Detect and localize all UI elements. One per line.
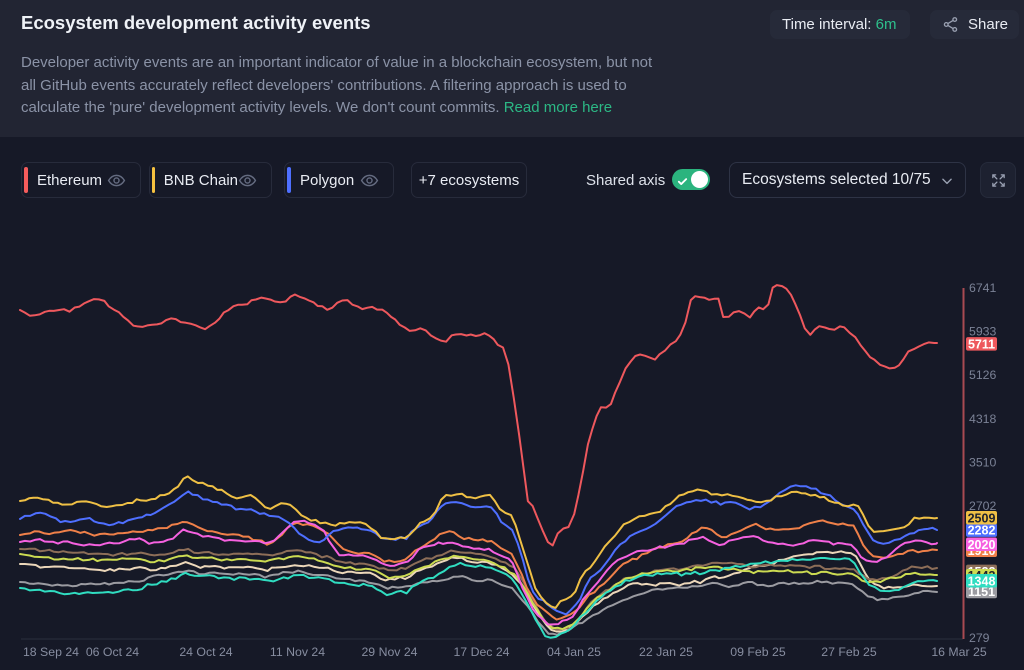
svg-text:279: 279 [969,631,990,645]
svg-text:17 Dec 24: 17 Dec 24 [453,645,509,659]
svg-text:22 Jan 25: 22 Jan 25 [639,645,693,659]
svg-text:1151: 1151 [968,585,995,599]
svg-text:2282: 2282 [968,524,996,538]
svg-text:5126: 5126 [969,368,997,382]
svg-text:27 Feb 25: 27 Feb 25 [821,645,877,659]
svg-text:29 Nov 24: 29 Nov 24 [361,645,417,659]
svg-text:04 Jan 25: 04 Jan 25 [547,645,601,659]
svg-text:4318: 4318 [969,412,997,426]
svg-text:16 Mar 25: 16 Mar 25 [931,645,987,659]
svg-text:6741: 6741 [969,281,997,295]
svg-text:06 Oct 24: 06 Oct 24 [86,645,139,659]
svg-text:18 Sep 24: 18 Sep 24 [23,645,79,659]
svg-text:5933: 5933 [969,325,997,339]
svg-text:2020: 2020 [968,538,996,552]
svg-text:2509: 2509 [968,511,996,525]
svg-text:24 Oct 24: 24 Oct 24 [179,645,232,659]
svg-text:11 Nov 24: 11 Nov 24 [270,645,325,659]
svg-text:2702: 2702 [969,499,997,513]
svg-text:5711: 5711 [968,337,995,351]
svg-text:1348: 1348 [968,574,996,588]
svg-text:09 Feb 25: 09 Feb 25 [730,645,786,659]
svg-text:3510: 3510 [969,455,997,469]
